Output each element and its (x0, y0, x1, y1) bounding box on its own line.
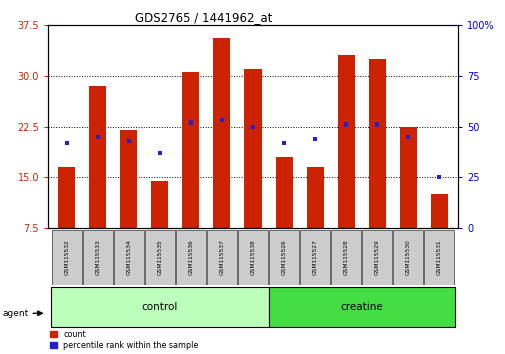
Bar (176, 230, 206, 285)
Bar (120, 130, 137, 228)
Bar (337, 55, 354, 228)
Bar (207, 230, 236, 285)
Bar (392, 230, 422, 285)
Bar (58, 167, 75, 228)
Text: GSM115529: GSM115529 (374, 240, 379, 275)
Text: GSM115526: GSM115526 (281, 240, 286, 275)
Bar (219, 119, 224, 122)
Bar (244, 69, 261, 228)
Bar (52, 230, 81, 285)
Bar (83, 230, 113, 285)
Bar (299, 230, 329, 285)
Bar (343, 122, 347, 127)
Bar (374, 122, 379, 127)
Bar (95, 135, 99, 139)
Bar (406, 135, 410, 139)
Bar (368, 59, 385, 228)
Text: GSM115537: GSM115537 (219, 240, 224, 275)
Text: GSM115528: GSM115528 (343, 240, 348, 275)
Legend: count, percentile rank within the sample: count, percentile rank within the sample (49, 330, 198, 350)
Bar (151, 181, 168, 228)
Bar (144, 230, 174, 285)
Bar (213, 38, 230, 228)
Bar (188, 120, 192, 125)
Bar (436, 176, 440, 179)
Bar (65, 141, 69, 145)
Bar (268, 287, 454, 327)
Text: GSM115538: GSM115538 (250, 240, 255, 275)
Bar (424, 230, 453, 285)
Bar (275, 157, 292, 228)
Bar (313, 137, 317, 141)
Text: GSM115527: GSM115527 (312, 240, 317, 275)
Bar (126, 139, 131, 143)
Text: GSM115536: GSM115536 (188, 240, 193, 275)
Bar (269, 230, 298, 285)
Bar (238, 230, 267, 285)
Bar (250, 125, 255, 129)
Text: control: control (141, 302, 178, 312)
Text: creatine: creatine (340, 302, 382, 312)
Bar (399, 127, 416, 228)
Text: agent: agent (3, 309, 29, 318)
Bar (51, 287, 268, 327)
Bar (114, 230, 143, 285)
Text: GSM115531: GSM115531 (436, 240, 441, 275)
Bar (158, 151, 162, 155)
Text: GDS2765 / 1441962_at: GDS2765 / 1441962_at (135, 11, 272, 24)
Bar (182, 72, 199, 228)
Text: GSM115534: GSM115534 (126, 240, 131, 275)
Bar (362, 230, 391, 285)
Text: GSM115532: GSM115532 (64, 240, 69, 275)
Text: GSM115530: GSM115530 (405, 240, 410, 275)
Text: GSM115535: GSM115535 (157, 240, 162, 275)
Bar (281, 141, 286, 145)
Text: GSM115533: GSM115533 (95, 240, 100, 275)
Bar (430, 194, 447, 228)
Bar (306, 167, 323, 228)
Bar (331, 230, 361, 285)
Bar (89, 86, 106, 228)
